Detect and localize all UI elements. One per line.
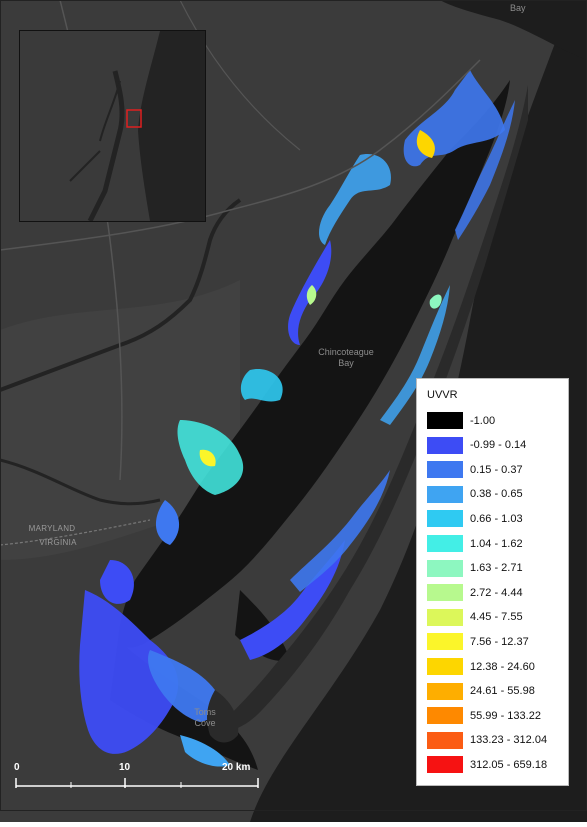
legend-swatch [427, 461, 463, 479]
legend-row: 0.66 - 1.03 [427, 510, 523, 528]
legend-label: 12.38 - 24.60 [470, 660, 535, 673]
legend-swatch [427, 658, 463, 675]
legend-swatch [427, 731, 463, 749]
river [0, 458, 161, 506]
upper-bay [440, 0, 587, 60]
legend: UVVR -1.00 -0.99 - 0.14 0.15 - 0.37 0.38 - … [416, 378, 569, 786]
marsh-patches-west [100, 70, 505, 604]
legend-row: 133.23 - 312.04 [427, 731, 548, 749]
river [0, 198, 242, 392]
legend-swatch [427, 707, 463, 725]
scale-bar-line [15, 778, 259, 788]
legend-row: 1.04 - 1.62 [427, 535, 523, 552]
legend-label: -1.00 [470, 414, 496, 427]
legend-swatch [427, 559, 463, 577]
marsh-patches-south [79, 100, 515, 767]
legend-row: 0.38 - 0.65 [427, 485, 523, 503]
state-boundary [0, 519, 151, 546]
marsh-patch [148, 650, 220, 722]
legend-label: 0.38 - 0.65 [470, 488, 523, 501]
marsh-patch [100, 560, 134, 604]
legend-label: 7.56 - 12.37 [470, 635, 529, 648]
legend-row: -1.00 [427, 412, 495, 429]
legend-row: 2.72 - 4.44 [427, 584, 523, 602]
scale-label-0: 0 [14, 762, 20, 773]
legend-label: 1.04 - 1.62 [470, 537, 523, 550]
scale-label-10: 10 [119, 762, 131, 773]
legend-label: 2.72 - 4.44 [470, 586, 523, 599]
legend-swatch [427, 436, 463, 454]
marsh-patch [306, 285, 317, 305]
legend-label: 55.99 - 133.22 [470, 709, 541, 722]
legend-row: 312.05 - 659.18 [427, 756, 548, 774]
marsh-patch [180, 735, 230, 767]
legend-swatch [427, 633, 463, 651]
marsh-patch [455, 100, 515, 240]
legend-label: 0.15 - 0.37 [470, 463, 523, 476]
inset-river [69, 150, 101, 182]
legend-label: 4.45 - 7.55 [470, 611, 523, 624]
legend-swatch [427, 682, 463, 700]
inset-map-svg [20, 31, 205, 221]
legend-swatch [427, 535, 463, 552]
legend-row: 24.61 - 55.98 [427, 682, 535, 700]
toms-cove-spit [207, 690, 239, 743]
legend-swatch [427, 608, 463, 626]
marsh-patch [380, 285, 450, 425]
chincoteague-bay [118, 80, 510, 648]
label-virginia: VIRGINIA [39, 538, 77, 547]
scale-bar: 0 10 20 km [12, 762, 272, 792]
legend-label: 1.63 - 2.71 [470, 562, 523, 575]
legend-label: -0.99 - 0.14 [470, 439, 527, 452]
marsh-patch [290, 470, 390, 592]
marsh-patch [240, 540, 345, 660]
road [0, 59, 481, 251]
legend-label: 24.61 - 55.98 [470, 685, 535, 698]
inset-river [99, 80, 121, 142]
marsh-patch [240, 369, 283, 402]
legend-swatch [427, 510, 463, 528]
marsh-patch [155, 500, 180, 545]
marsh-patch [79, 590, 179, 754]
legend-row: 4.45 - 7.55 [427, 608, 523, 626]
marsh-hotspot [416, 130, 435, 158]
scale-label-20: 20 km [222, 762, 251, 773]
legend-swatch [427, 485, 463, 503]
legend-row: 0.15 - 0.37 [427, 461, 523, 479]
legend-row: 7.56 - 12.37 [427, 633, 529, 651]
inset-ocean [138, 31, 205, 221]
label-chincoteague-bay: Chincoteague Bay [318, 347, 374, 368]
legend-row: 55.99 - 133.22 [427, 707, 541, 725]
legend-swatch [427, 584, 463, 602]
legend-swatch [427, 756, 463, 774]
land-shade [0, 280, 240, 560]
legend-row: -0.99 - 0.14 [427, 436, 527, 454]
legend-swatch [427, 412, 463, 429]
marsh-patch [429, 294, 442, 309]
road [179, 0, 301, 151]
marsh-hotspot [199, 449, 216, 467]
legend-label: 133.23 - 312.04 [470, 734, 548, 747]
legend-label: 312.05 - 659.18 [470, 758, 548, 771]
inset-locator-map [19, 30, 206, 222]
marsh-patch [318, 154, 391, 245]
inset-bay [87, 70, 125, 221]
legend-row: 12.38 - 24.60 [427, 658, 535, 675]
label-maryland: MARYLAND [28, 524, 76, 533]
inset-highlight-box [126, 109, 142, 128]
legend-label: 0.66 - 1.03 [470, 512, 523, 525]
label-bay-top: Bay [510, 3, 526, 13]
label-toms-cove: Toms Cove [194, 707, 216, 728]
legend-row: 1.63 - 2.71 [427, 559, 523, 577]
legend-title: UVVR [427, 389, 458, 401]
